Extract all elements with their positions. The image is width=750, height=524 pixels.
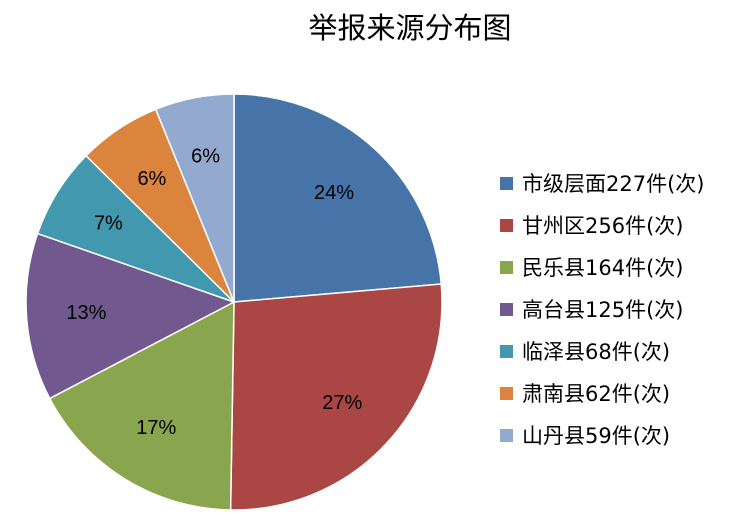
slice-label-1: 24% (314, 182, 354, 204)
legend-swatch-7 (500, 428, 513, 442)
legend-item-3: 民乐县164件(次) (500, 246, 704, 288)
legend-swatch-2 (500, 218, 513, 232)
legend-swatch-3 (500, 260, 513, 274)
legend-item-7: 山丹县59件(次) (500, 414, 704, 456)
legend-swatch-4 (500, 302, 513, 316)
legend-label-5: 临泽县68件(次) (522, 340, 671, 364)
slice-label-6: 6% (137, 168, 166, 190)
legend-item-2: 甘州区256件(次) (500, 204, 704, 246)
legend-label-7: 山丹县59件(次) (522, 424, 671, 448)
legend-label-6: 肃南县62件(次) (522, 382, 671, 406)
slice-label-2: 27% (322, 392, 362, 414)
slice-label-7: 6% (191, 146, 220, 168)
legend-item-1: 市级层面227件(次) (500, 162, 704, 204)
chart-legend: 市级层面227件(次) 甘州区256件(次) 民乐县164件(次) 高台县125件(次… (500, 162, 704, 456)
slice-label-5: 7% (94, 213, 123, 235)
slice-label-4: 13% (66, 302, 106, 324)
slice-label-3: 17% (136, 417, 176, 439)
legend-swatch-1 (500, 176, 513, 190)
legend-label-2: 甘州区256件(次) (522, 214, 684, 238)
legend-label-3: 民乐县164件(次) (522, 256, 684, 280)
legend-label-1: 市级层面227件(次) (522, 172, 705, 196)
legend-swatch-5 (500, 344, 513, 358)
legend-swatch-6 (500, 386, 513, 400)
pie-slice-4 (25, 232, 236, 400)
pie-slice-3 (48, 300, 235, 511)
chart-title: 举报来源分布图 (308, 11, 512, 45)
legend-label-4: 高台县125件(次) (522, 298, 684, 322)
pie-slice-7 (154, 93, 235, 303)
pie-slice-1 (233, 93, 443, 303)
legend-item-5: 临泽县68件(次) (500, 330, 704, 372)
legend-item-6: 肃南县62件(次) (500, 372, 704, 414)
legend-item-4: 高台县125件(次) (500, 288, 704, 330)
pie-slice-2 (229, 283, 443, 511)
